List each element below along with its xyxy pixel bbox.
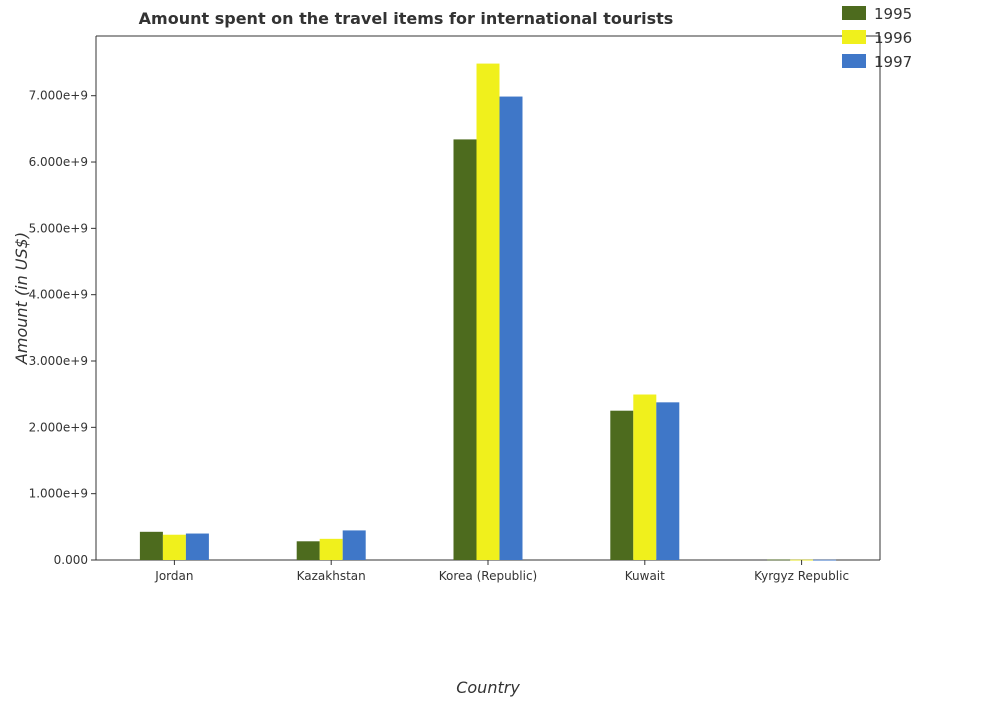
- y-tick-label: 3.000e+9: [29, 354, 88, 368]
- bar-1995-kazakhstan: [296, 541, 320, 560]
- legend-label-1996: 1996: [874, 29, 912, 47]
- y-axis-label: Amount (in US$): [12, 232, 31, 365]
- legend-label-1997: 1997: [874, 53, 912, 71]
- bar-1995-jordan: [139, 531, 163, 560]
- legend-swatch-1996: [842, 30, 866, 44]
- legend-swatch-1995: [842, 6, 866, 20]
- y-tick-label: 0.000: [54, 553, 88, 567]
- y-tick-label: 2.000e+9: [29, 420, 88, 434]
- x-tick-label: Jordan: [154, 569, 193, 583]
- y-tick-label: 5.000e+9: [29, 221, 88, 235]
- bar-1997-korea-republic-: [499, 96, 523, 561]
- y-tick-label: 1.000e+9: [29, 487, 88, 501]
- bar-1997-jordan: [185, 533, 209, 560]
- bar-1996-kazakhstan: [319, 538, 343, 560]
- bars: [139, 63, 837, 561]
- x-axis-label: Country: [456, 678, 520, 697]
- x-tick-label: Kuwait: [625, 569, 665, 583]
- bar-1997-kyrgyz-republic: [813, 559, 837, 561]
- y-tick-label: 6.000e+9: [29, 155, 88, 169]
- bar-1997-kazakhstan: [342, 530, 366, 560]
- bar-1995-korea-republic-: [453, 139, 477, 560]
- bar-1996-korea-republic-: [476, 63, 500, 561]
- legend-swatch-1997: [842, 54, 866, 68]
- bar-1995-kuwait: [610, 410, 634, 560]
- chart-title: Amount spent on the travel items for int…: [139, 9, 674, 28]
- y-tick-label: 4.000e+9: [29, 288, 88, 302]
- bar-1997-kuwait: [656, 402, 680, 560]
- legend: 1995 1996 1997: [842, 5, 912, 71]
- bar-1995-kyrgyz-republic: [767, 559, 791, 561]
- y-axis-ticks: 0.000 1.000e+9 2.000e+9 3.000e+9 4.000e+9 5.0…: [29, 89, 96, 567]
- x-axis-ticks: Jordan Kazakhstan Korea (Republic) Kuwait Ky…: [154, 560, 849, 583]
- x-tick-label: Kyrgyz Republic: [754, 569, 849, 583]
- x-tick-label: Kazakhstan: [297, 569, 366, 583]
- bar-1996-kuwait: [633, 394, 657, 560]
- bar-1996-jordan: [162, 534, 186, 560]
- y-tick-label: 7.000e+9: [29, 89, 88, 103]
- legend-label-1995: 1995: [874, 5, 912, 23]
- x-tick-label: Korea (Republic): [439, 569, 537, 583]
